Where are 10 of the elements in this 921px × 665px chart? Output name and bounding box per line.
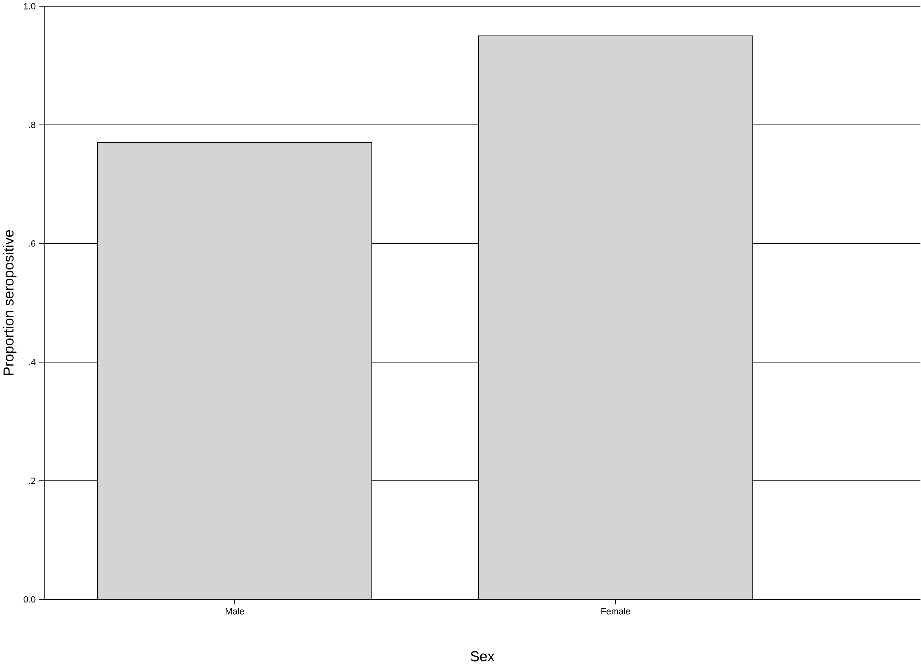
y-tick-label: .6 xyxy=(29,240,36,247)
y-tick-label: 0.0 xyxy=(24,596,36,603)
x-tick-label: Male xyxy=(226,608,244,615)
y-tick-label: .4 xyxy=(29,359,36,366)
y-tick-label: 1.0 xyxy=(24,3,36,10)
y-tick-label: .8 xyxy=(29,122,36,128)
x-axis-title: Sex xyxy=(470,651,495,662)
x-tick-label: Female xyxy=(602,608,630,615)
y-axis-title: Proportion seropositive xyxy=(3,230,17,376)
y-tick-label: .2 xyxy=(29,478,36,484)
